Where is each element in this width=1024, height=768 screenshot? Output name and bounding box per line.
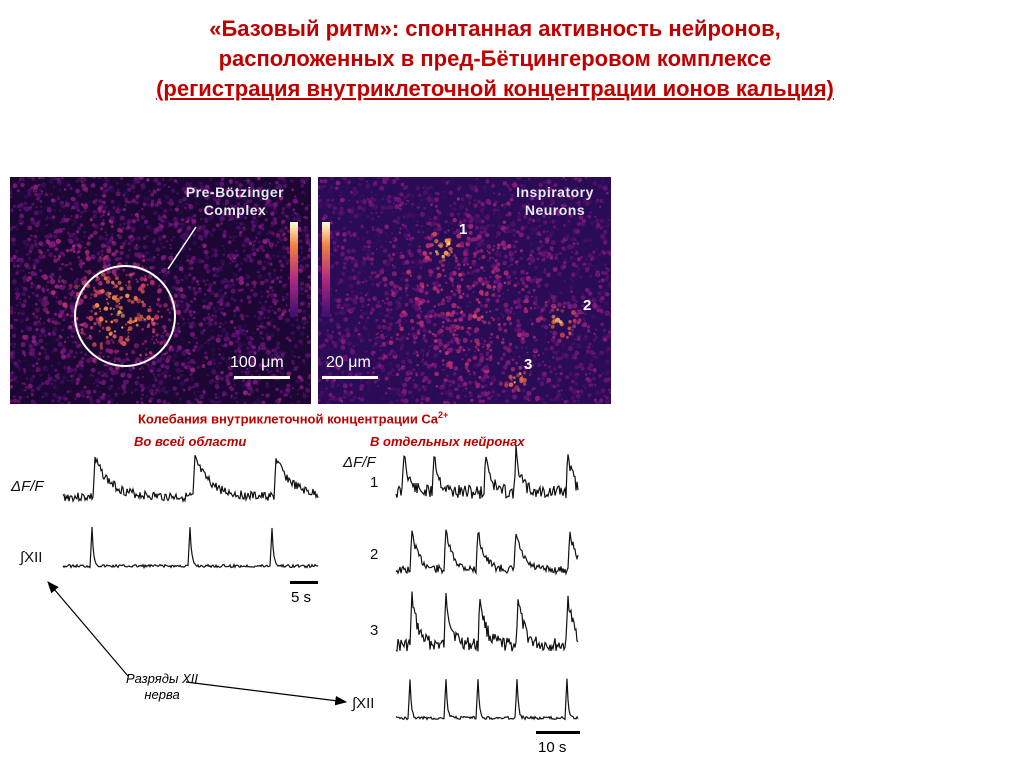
inspiratory-neurons-label: Inspiratory Neurons [500, 183, 610, 219]
pre-botzinger-image-canvas [10, 177, 311, 404]
inspiratory-label-line2: Neurons [524, 202, 586, 218]
callout-line1: Разряды XII [126, 671, 198, 686]
left-time-scale-bar [290, 581, 318, 584]
right-time-scale-bar [536, 731, 580, 734]
whole-region-caption: Во всей области [134, 434, 247, 449]
trace-neuron-1 [395, 445, 579, 499]
left-dff-label: ΔF/F [11, 478, 44, 495]
title-line-2: расположенных в пред-Бётцингеровом компл… [218, 46, 772, 71]
trace-2-number: 2 [370, 546, 379, 563]
callout-line2: нерва [144, 687, 180, 702]
left-scale-text: 100 μm [230, 354, 284, 371]
trace-individual-xii [395, 678, 579, 721]
slide-title: «Базовый ритм»: спонтанная активность не… [60, 14, 930, 104]
left-xii-label: ∫XII [20, 549, 43, 566]
right-time-scale-text: 10 s [538, 739, 567, 756]
trace-1-number: 1 [370, 474, 379, 491]
right-scale-bar [322, 376, 378, 379]
neuron-2-label: 2 [583, 297, 592, 314]
trace-whole-region-dff [62, 454, 319, 503]
pre-botzinger-label: Pre-Bötzinger Complex [170, 183, 300, 219]
left-time-scale-text: 5 s [291, 589, 312, 606]
right-scale-text: 20 μm [326, 354, 371, 371]
right-xii-label: ∫XII [352, 695, 375, 712]
inspiratory-neurons-image [318, 177, 611, 404]
ca-caption-sup: 2+ [438, 410, 449, 420]
xii-nerve-callout: Разряды XII нерва [112, 671, 212, 703]
neuron-3-label: 3 [524, 356, 533, 373]
inspiratory-neurons-image-canvas [318, 177, 611, 404]
pre-botzinger-image [10, 177, 311, 404]
trace-whole-region-xii [62, 526, 319, 570]
pre-botzinger-label-line2: Complex [203, 202, 267, 218]
inspiratory-label-line1: Inspiratory [516, 184, 594, 200]
neuron-1-label: 1 [459, 221, 468, 238]
right-dff-label: ΔF/F [343, 454, 376, 471]
trace-3-number: 3 [370, 622, 379, 639]
individual-neurons-caption: В отдельных нейронах [370, 434, 525, 449]
title-line-1: «Базовый ритм»: спонтанная активность не… [209, 16, 781, 41]
ca-caption-text: Колебания внутриклеточной концентрации C… [138, 411, 439, 427]
callout-arrow-left [47, 581, 129, 677]
left-scale-bar [234, 376, 290, 379]
trace-neuron-3 [395, 591, 579, 652]
title-line-3: (регистрация внутриклеточной концентраци… [156, 76, 834, 101]
pre-botzinger-label-line1: Pre-Bötzinger [185, 184, 285, 200]
callout-arrow-right [185, 681, 348, 706]
ca-oscillation-caption: Колебания внутриклеточной концентрации C… [138, 410, 448, 426]
trace-neuron-2 [395, 529, 579, 576]
